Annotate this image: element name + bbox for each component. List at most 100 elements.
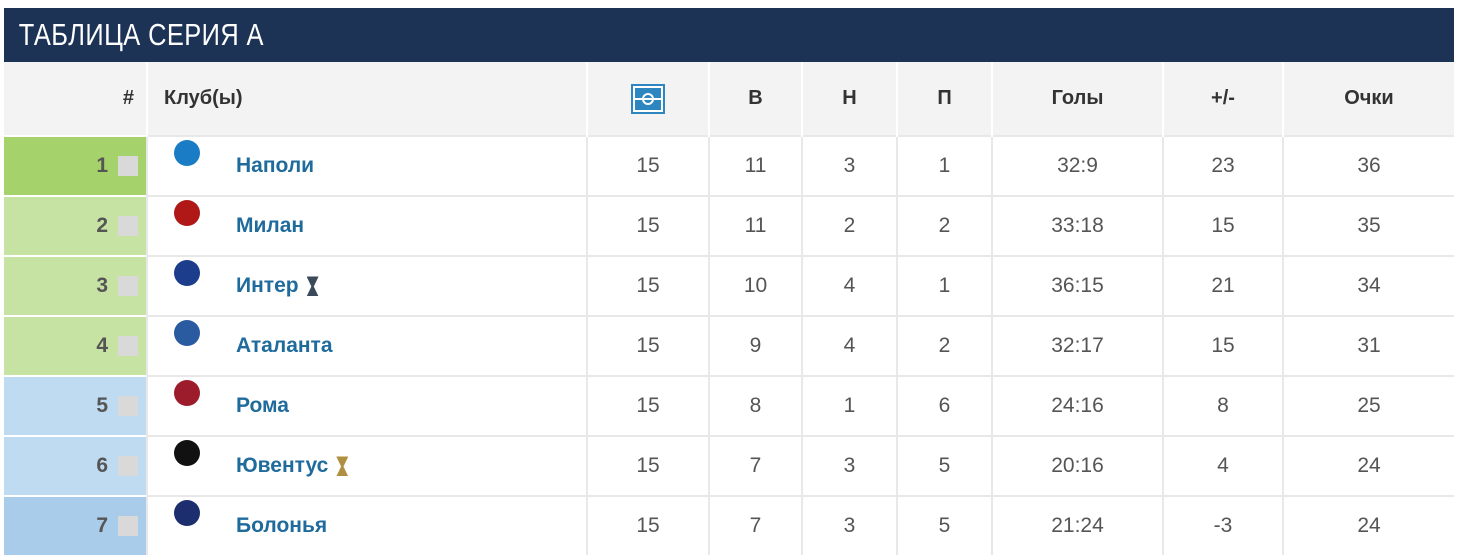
- table-body: 1 Наполи 15 11 3 1 32:9 23 36 2 Милан 15 11 2 2 33:18 15…: [4, 135, 1454, 555]
- rank-cell: 6: [4, 435, 147, 496]
- goals: 32:9: [991, 135, 1163, 196]
- table-row: 6 Ювентус 15 7 3 5 20:16 4 24: [4, 435, 1454, 496]
- club-cell[interactable]: Ювентус: [146, 435, 587, 496]
- club-name[interactable]: Ювентус: [236, 454, 329, 477]
- goals: 20:16: [991, 435, 1163, 496]
- table-row: 3 Интер 15 10 4 1 36:15 21 34: [4, 255, 1454, 316]
- wins: 11: [708, 135, 802, 196]
- club-cell[interactable]: Интер: [146, 255, 587, 316]
- goals: 21:24: [991, 495, 1163, 555]
- rank-marker: [118, 396, 138, 417]
- pitch-icon: [631, 83, 665, 114]
- rank-marker: [118, 516, 138, 537]
- goal-diff: 4: [1162, 435, 1283, 496]
- wins: 11: [708, 195, 802, 256]
- rank-marker: [118, 456, 138, 477]
- draws: 4: [801, 315, 897, 376]
- rank: 1: [96, 154, 108, 177]
- wins: 10: [708, 255, 802, 316]
- goals: 33:18: [991, 195, 1163, 256]
- draws: 3: [801, 495, 897, 555]
- header-diff: +/-: [1162, 62, 1283, 136]
- rank-marker: [118, 156, 138, 177]
- header-losses: П: [896, 62, 992, 136]
- club-cell[interactable]: Рома: [146, 375, 587, 436]
- losses: 2: [896, 315, 992, 376]
- club-name[interactable]: Наполи: [236, 154, 315, 177]
- losses: 1: [896, 255, 992, 316]
- table-row: 1 Наполи 15 11 3 1 32:9 23 36: [4, 135, 1454, 196]
- rank-cell: 7: [4, 495, 147, 555]
- rank: 5: [96, 394, 108, 417]
- points: 24: [1282, 495, 1454, 555]
- rank-cell: 2: [4, 195, 147, 256]
- losses: 2: [896, 195, 992, 256]
- header-club: Клуб(ы): [146, 62, 587, 136]
- draws: 3: [801, 135, 897, 196]
- draws: 3: [801, 435, 897, 496]
- goal-diff: 23: [1162, 135, 1283, 196]
- goal-diff: 21: [1162, 255, 1283, 316]
- goal-diff: -3: [1162, 495, 1283, 555]
- losses: 6: [896, 375, 992, 436]
- rank-cell: 4: [4, 315, 147, 376]
- header-wins: В: [708, 62, 802, 136]
- rank-cell: 1: [4, 135, 147, 196]
- points: 35: [1282, 195, 1454, 256]
- club-logo: [174, 320, 200, 346]
- rank: 7: [96, 514, 108, 537]
- header-draws: Н: [801, 62, 897, 136]
- club-logo: [174, 440, 200, 466]
- points: 34: [1282, 255, 1454, 316]
- rank-cell: 5: [4, 375, 147, 436]
- club-cell[interactable]: Наполи: [146, 135, 587, 196]
- table-row: 4 Аталанта 15 9 4 2 32:17 15 31: [4, 315, 1454, 376]
- standings-widget: ТАБЛИЦА СЕРИЯ А # Клуб(ы) В Н П Голы +/-…: [4, 8, 1454, 555]
- table-row: 7 Болонья 15 7 3 5 21:24 -3 24: [4, 495, 1454, 555]
- club-cell[interactable]: Аталанта: [146, 315, 587, 376]
- table-row: 2 Милан 15 11 2 2 33:18 15 35: [4, 195, 1454, 256]
- club-name[interactable]: Рома: [236, 394, 289, 417]
- goals: 32:17: [991, 315, 1163, 376]
- club-logo: [174, 260, 200, 286]
- rank-marker: [118, 276, 138, 297]
- club-logo: [174, 380, 200, 406]
- club-logo: [174, 140, 200, 166]
- goal-diff: 15: [1162, 195, 1283, 256]
- points: 24: [1282, 435, 1454, 496]
- wins: 8: [708, 375, 802, 436]
- played: 15: [586, 255, 709, 316]
- club-name[interactable]: Интер: [236, 274, 299, 297]
- club-name[interactable]: Милан: [236, 214, 305, 237]
- wins: 7: [708, 435, 802, 496]
- rank: 4: [96, 334, 108, 357]
- table-row: 5 Рома 15 8 1 6 24:16 8 25: [4, 375, 1454, 436]
- played: 15: [586, 375, 709, 436]
- played: 15: [586, 435, 709, 496]
- played: 15: [586, 495, 709, 555]
- rank-marker: [118, 216, 138, 237]
- club-logo: [174, 500, 200, 526]
- club-logo: [174, 200, 200, 226]
- standings-table: # Клуб(ы) В Н П Голы +/- Очки 1 Наполи 15 1…: [4, 62, 1454, 555]
- draws: 1: [801, 375, 897, 436]
- cup-icon: [306, 276, 319, 297]
- draws: 4: [801, 255, 897, 316]
- goals: 24:16: [991, 375, 1163, 436]
- club-cell[interactable]: Болонья: [146, 495, 587, 555]
- cup-icon: [336, 456, 349, 477]
- club-name[interactable]: Аталанта: [236, 334, 333, 357]
- header-points: Очки: [1282, 62, 1454, 136]
- club-cell[interactable]: Милан: [146, 195, 587, 256]
- draws: 2: [801, 195, 897, 256]
- losses: 5: [896, 495, 992, 555]
- points: 36: [1282, 135, 1454, 196]
- title: ТАБЛИЦА СЕРИЯ А: [18, 17, 264, 52]
- club-name[interactable]: Болонья: [236, 514, 328, 537]
- goal-diff: 15: [1162, 315, 1283, 376]
- header-row: # Клуб(ы) В Н П Голы +/- Очки: [4, 62, 1454, 136]
- rank-cell: 3: [4, 255, 147, 316]
- header-played-icon: [586, 62, 709, 136]
- goal-diff: 8: [1162, 375, 1283, 436]
- rank: 6: [96, 454, 108, 477]
